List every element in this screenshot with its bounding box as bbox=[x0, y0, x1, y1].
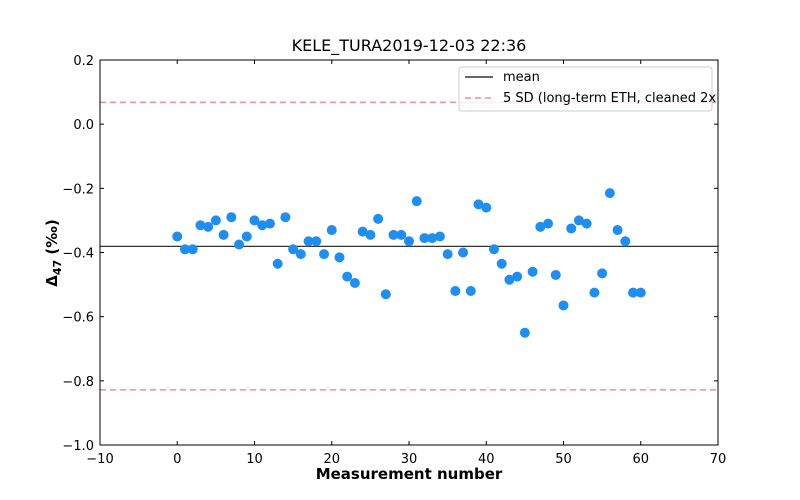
data-point bbox=[404, 236, 414, 247]
legend: mean 5 SD (long-term ETH, cleaned 2x bbox=[458, 66, 716, 112]
y-axis-label-subscript: 47 bbox=[51, 260, 64, 275]
data-point bbox=[612, 225, 623, 236]
y-axis-label: Δ47 (‰) bbox=[43, 219, 64, 286]
data-point bbox=[179, 244, 190, 255]
y-tick-label: 0.2 bbox=[73, 54, 94, 69]
data-point bbox=[172, 231, 183, 242]
y-tick-label: −0.2 bbox=[62, 182, 94, 197]
data-point bbox=[458, 247, 469, 258]
data-point bbox=[488, 244, 499, 255]
data-point bbox=[241, 231, 252, 242]
data-point bbox=[357, 226, 368, 237]
data-point bbox=[481, 202, 492, 213]
data-point bbox=[280, 212, 291, 223]
data-point bbox=[334, 252, 345, 263]
data-point bbox=[465, 286, 476, 296]
y-tick-label: −0.6 bbox=[62, 311, 94, 326]
data-point bbox=[326, 225, 337, 236]
data-point bbox=[543, 218, 554, 229]
data-point bbox=[272, 258, 283, 269]
data-point bbox=[434, 231, 445, 242]
legend-sd-label: 5 SD (long-term ETH, cleaned 2x bbox=[503, 91, 716, 106]
data-point bbox=[342, 271, 353, 282]
data-point bbox=[566, 223, 577, 234]
x-tick-label: −10 bbox=[86, 452, 113, 467]
data-point bbox=[295, 249, 306, 260]
data-point bbox=[388, 229, 399, 240]
data-point bbox=[380, 289, 391, 300]
data-point bbox=[635, 287, 646, 298]
data-point bbox=[218, 229, 229, 240]
legend-mean-label: mean bbox=[503, 70, 540, 85]
data-point bbox=[628, 287, 639, 298]
data-point bbox=[504, 274, 515, 285]
x-tick-label: 20 bbox=[323, 452, 340, 467]
data-point bbox=[496, 258, 507, 269]
data-point bbox=[573, 215, 584, 226]
data-point bbox=[450, 286, 461, 296]
x-tick-label: 40 bbox=[478, 452, 495, 467]
data-point bbox=[581, 218, 592, 229]
data-point bbox=[311, 236, 322, 247]
data-point bbox=[303, 236, 314, 247]
data-point bbox=[373, 213, 384, 224]
data-point bbox=[427, 233, 438, 244]
data-point bbox=[589, 287, 600, 298]
data-point bbox=[365, 229, 376, 240]
data-point bbox=[519, 327, 530, 338]
x-tick-label: 60 bbox=[632, 452, 649, 467]
data-point bbox=[535, 221, 546, 232]
data-point bbox=[442, 249, 453, 260]
data-point bbox=[203, 221, 214, 232]
data-point bbox=[620, 236, 631, 247]
data-point bbox=[558, 300, 569, 311]
x-tick-label: 10 bbox=[246, 452, 263, 467]
data-point bbox=[187, 244, 198, 255]
data-point bbox=[411, 196, 422, 207]
y-tick-label: −0.8 bbox=[62, 375, 94, 390]
x-axis-label: Measurement number bbox=[316, 465, 503, 483]
y-tick-label: −1.0 bbox=[62, 439, 94, 454]
data-point bbox=[257, 220, 268, 231]
data-point bbox=[319, 249, 330, 260]
data-point bbox=[226, 212, 237, 223]
data-point bbox=[288, 244, 299, 255]
data-point bbox=[597, 268, 608, 279]
data-point bbox=[264, 218, 275, 229]
data-point bbox=[527, 266, 538, 277]
data-point bbox=[249, 215, 260, 226]
data-point bbox=[419, 233, 430, 244]
data-point bbox=[195, 220, 206, 231]
y-axis-label-unit: (‰) bbox=[43, 219, 61, 260]
data-point bbox=[550, 269, 561, 280]
y-axis-label-main: Δ bbox=[43, 275, 61, 287]
y-tick-label: 0.0 bbox=[73, 118, 94, 133]
x-tick-label: 30 bbox=[401, 452, 418, 467]
data-point bbox=[473, 199, 484, 210]
chart-title: KELE_TURA2019-12-03 22:36 bbox=[292, 36, 527, 56]
x-tick-label: 50 bbox=[555, 452, 572, 467]
data-point bbox=[234, 239, 245, 250]
data-point bbox=[210, 215, 221, 226]
x-tick-label: 0 bbox=[173, 452, 181, 467]
data-point bbox=[512, 271, 523, 282]
legend-box bbox=[458, 66, 713, 112]
x-tick-label: 70 bbox=[710, 452, 727, 467]
y-tick-label: −0.4 bbox=[62, 247, 94, 262]
data-point bbox=[349, 277, 360, 288]
data-point bbox=[396, 229, 407, 240]
data-point bbox=[604, 188, 615, 199]
